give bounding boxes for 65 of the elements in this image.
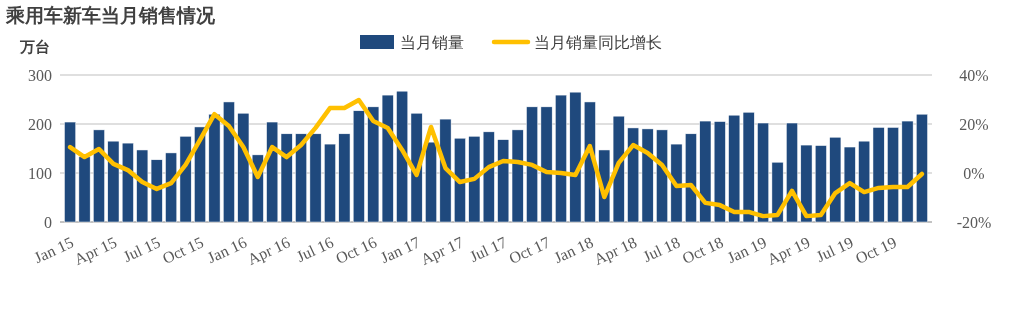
x-tick-label: Jan 15: [31, 233, 77, 267]
bar: [540, 106, 553, 223]
y2-tick-label: 20%: [959, 115, 989, 133]
x-tick-label: Jan 18: [551, 233, 596, 267]
y2-tick-label: 40%: [959, 66, 989, 84]
bar: [165, 152, 178, 223]
bar: [64, 121, 76, 223]
bar: [295, 133, 307, 223]
bar: [338, 133, 351, 223]
bar: [685, 133, 697, 223]
bar: [800, 144, 813, 223]
bar: [468, 136, 481, 223]
y2-tick-label: -20%: [956, 213, 992, 231]
bar: [858, 140, 871, 223]
bar: [497, 139, 510, 223]
line-series: [67, 97, 925, 219]
bar: [482, 131, 495, 223]
bar: [179, 136, 192, 223]
y-tick-label: 200: [28, 115, 52, 133]
x-tick-label: Oct 16: [333, 233, 380, 268]
bar: [555, 94, 567, 223]
bar: [439, 118, 452, 223]
bar: [280, 133, 293, 223]
legend-label: 当月销量同比增长: [534, 32, 662, 52]
bar: [713, 121, 726, 223]
bar: [93, 129, 105, 223]
bar: [309, 133, 322, 223]
bar: [78, 156, 91, 223]
bar: [670, 143, 683, 223]
bar: [814, 145, 827, 223]
bar: [511, 129, 524, 223]
legend-label: 当月销量: [400, 32, 464, 52]
bar: [425, 141, 437, 223]
bar: [901, 120, 914, 223]
x-tick-label: Jan 19: [724, 233, 770, 267]
chart-title: 乘用车新车当月销售情况: [5, 4, 216, 26]
bar: [786, 122, 798, 223]
bar: [107, 140, 120, 223]
y-axis-title: 万台: [19, 38, 50, 56]
bar: [887, 127, 899, 223]
y-tick-label: 300: [28, 66, 52, 84]
bar: [410, 112, 423, 223]
bar: [699, 120, 712, 223]
bar: [872, 127, 885, 223]
bar: [208, 113, 221, 223]
bar: [526, 106, 538, 223]
bar: [454, 137, 466, 223]
y-tick-label: 0: [44, 213, 52, 231]
x-tick-label: Jan 16: [204, 233, 250, 267]
bar: [569, 91, 582, 223]
bar: [266, 121, 279, 223]
bar: [916, 113, 928, 223]
y2-tick-label: 0%: [963, 164, 985, 182]
bar: [627, 127, 640, 223]
bar: [352, 110, 365, 223]
bar: [121, 142, 134, 223]
bar: [757, 122, 769, 223]
bar: [194, 126, 206, 223]
bar: [656, 129, 668, 223]
x-tick-label: Jul 16: [293, 233, 336, 266]
y-tick-label: 100: [28, 164, 52, 182]
bar: [324, 143, 336, 223]
bar: [396, 90, 409, 223]
bar: [641, 128, 654, 223]
bar: [223, 101, 235, 223]
